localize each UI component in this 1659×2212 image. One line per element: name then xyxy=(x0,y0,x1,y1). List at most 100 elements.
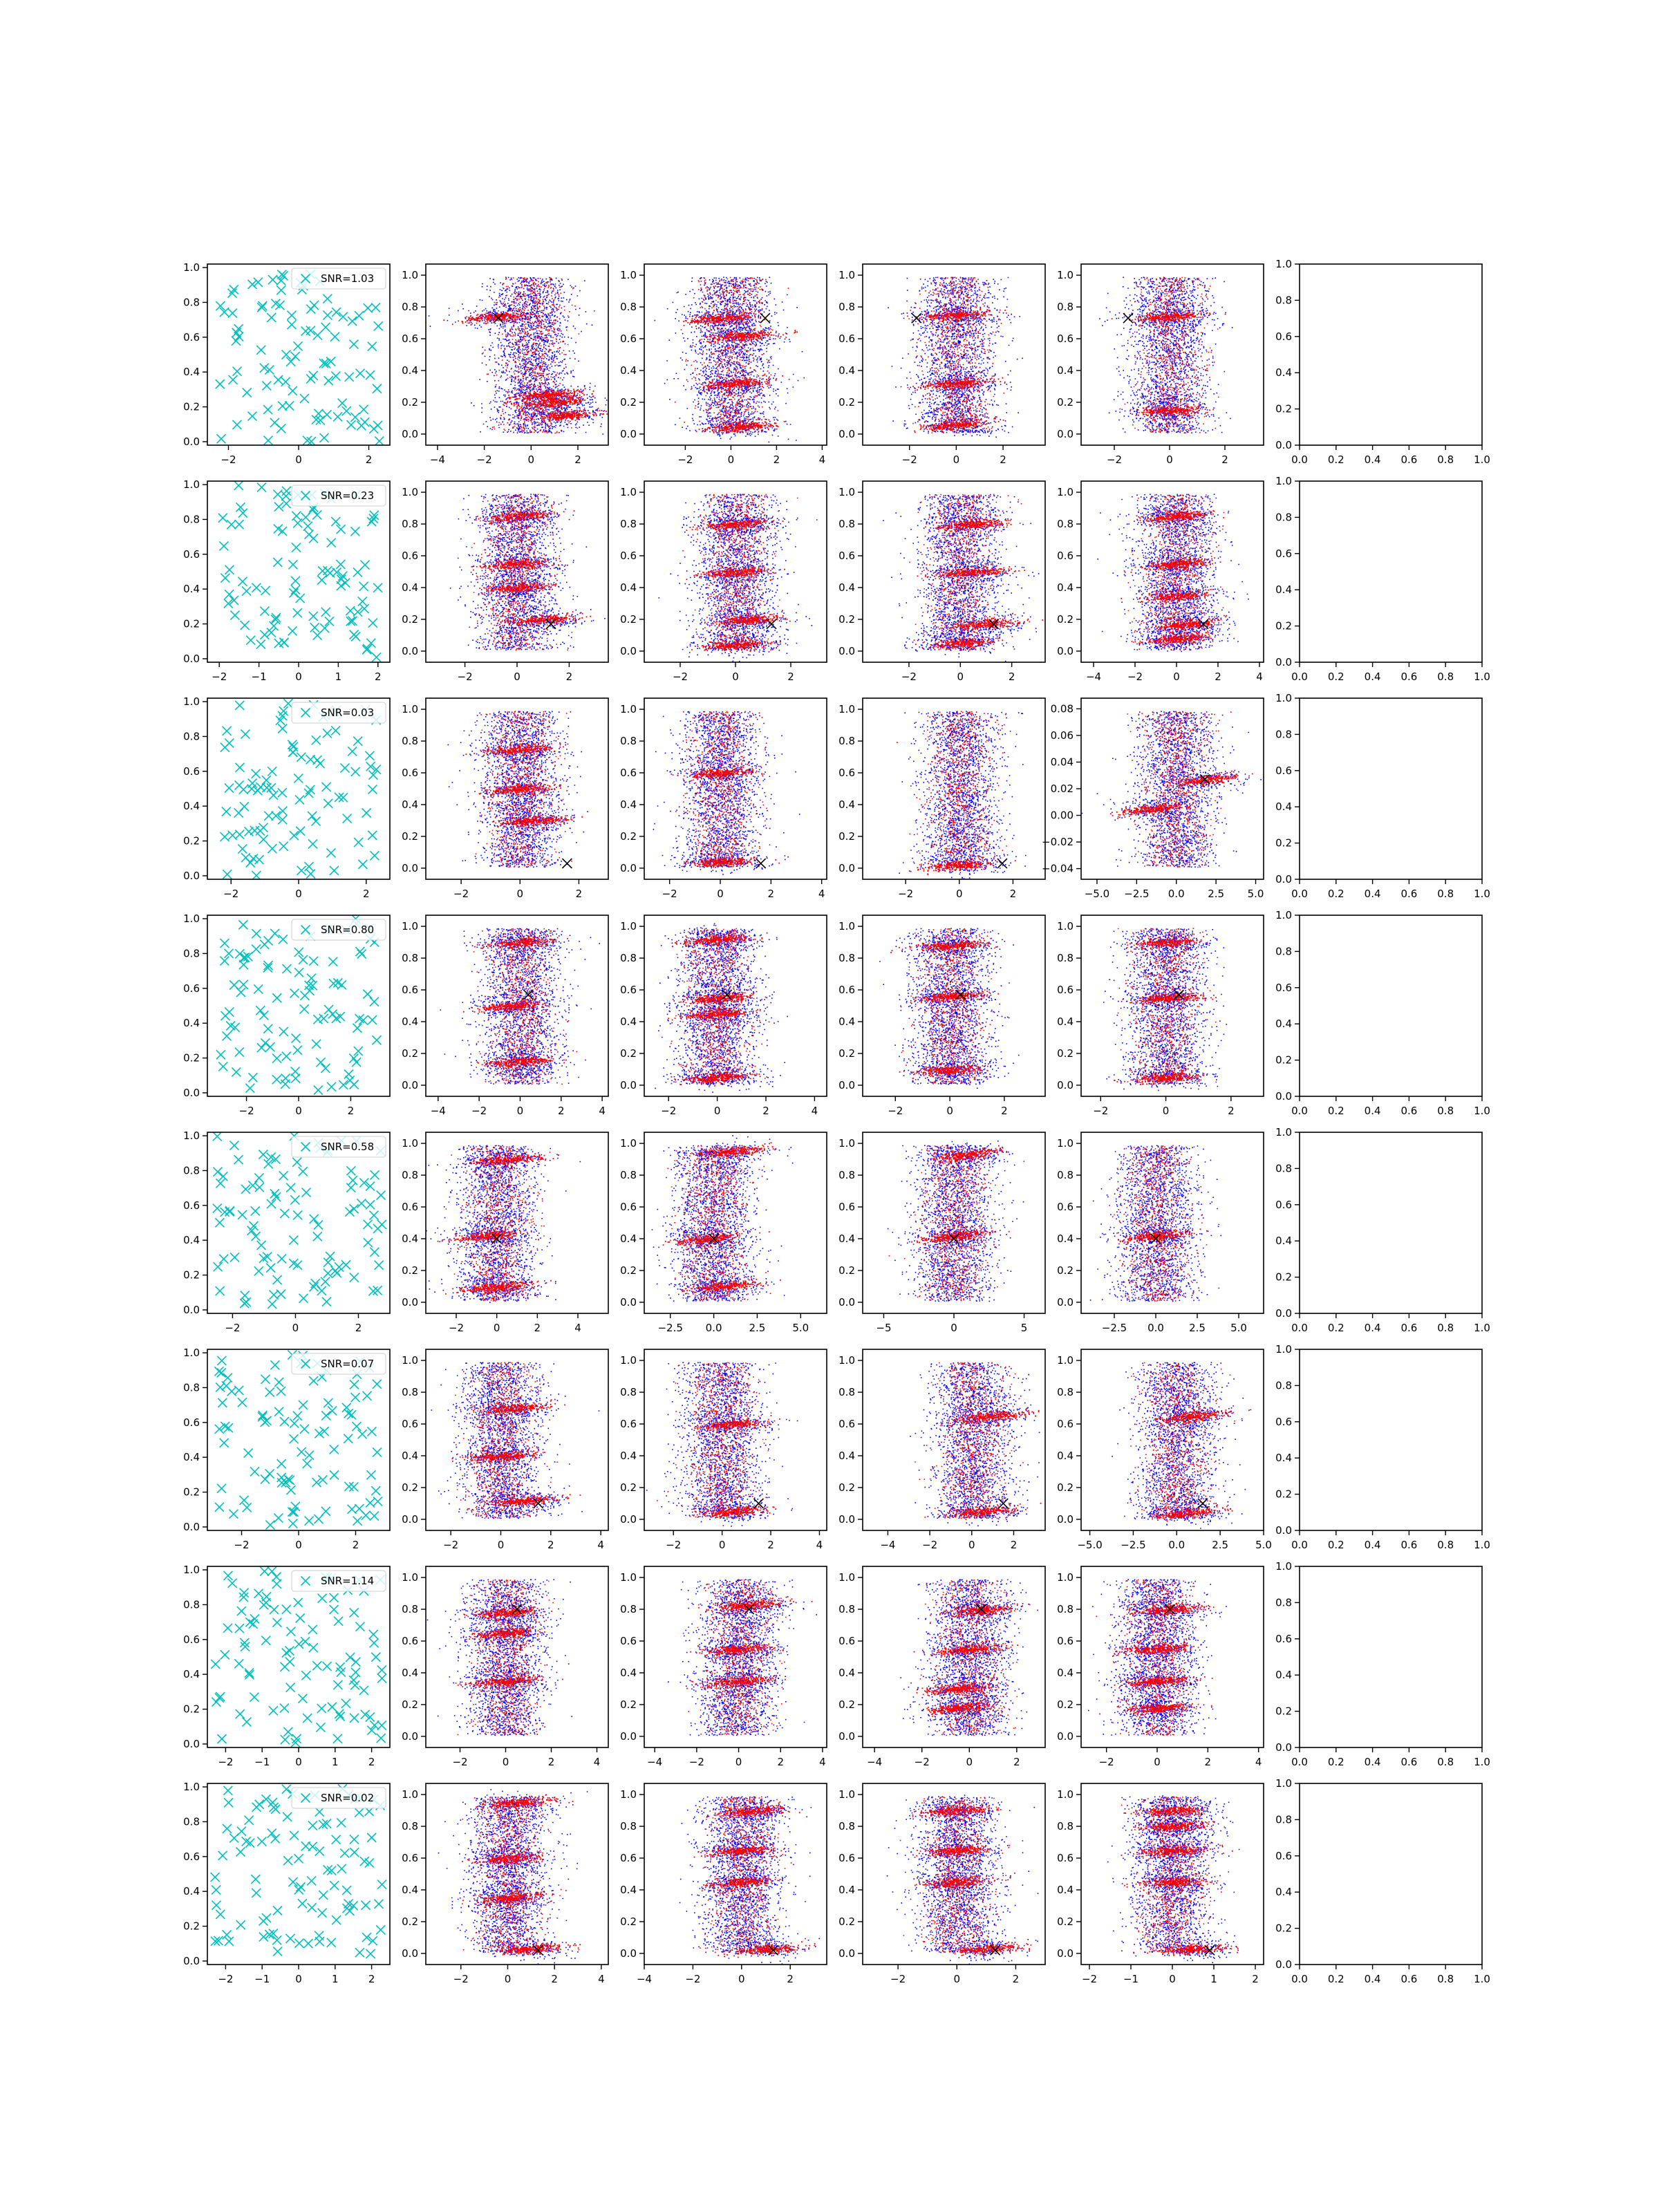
y-tick-label: 0.0 xyxy=(1275,1090,1292,1103)
x-marker xyxy=(336,1667,346,1678)
subplot-r1-c2: −2 0 2 0.0 0.2 0.4 0.6 0.8 1.0 xyxy=(620,480,827,683)
plot-area xyxy=(910,1362,1042,1527)
x-marker xyxy=(234,324,244,334)
series-blue-points xyxy=(910,1362,1040,1527)
x-marker xyxy=(306,304,316,315)
x-tick-label: 2 xyxy=(1011,1539,1018,1551)
y-tick-label: 0.8 xyxy=(1275,728,1292,740)
x-marker xyxy=(218,1061,228,1071)
subplot-r3-c2: −2 0 2 4 0.0 0.2 0.4 0.6 0.8 1.0 xyxy=(620,915,827,1117)
y-tick-label: 0.2 xyxy=(838,1047,855,1060)
y-tick-label: 0.4 xyxy=(1275,583,1292,596)
x-marker xyxy=(298,955,308,965)
y-tick-label: 0.8 xyxy=(1057,1386,1074,1398)
x-tick-label: −2 xyxy=(888,1105,903,1117)
y-tick-label: 0.2 xyxy=(838,830,855,843)
x-marker xyxy=(283,1855,293,1866)
x-marker xyxy=(276,1459,287,1469)
subplot-r2-c4: −5.0 −2.5 0.0 2.5 5.0 −0.04 −0.02 0.00 0.02 0.04 0… xyxy=(1042,697,1264,900)
x-marker xyxy=(346,616,356,626)
axes-frame xyxy=(862,1349,1046,1531)
y-tick-label: 0.04 xyxy=(1051,756,1074,768)
x-marker xyxy=(221,1031,232,1041)
series-red-points xyxy=(913,1579,1031,1736)
y-tick-label: 0.0 xyxy=(1275,439,1292,451)
series-red-points xyxy=(443,277,608,434)
x-tick-label: −1 xyxy=(254,1756,270,1768)
x-marker xyxy=(219,938,230,948)
y-tick-label: 0.0 xyxy=(838,1079,855,1091)
x-marker xyxy=(308,1376,319,1386)
series-blue-points xyxy=(646,1362,798,1527)
x-tick-label: −2 xyxy=(677,453,693,466)
x-tick-label: −2 xyxy=(458,671,473,683)
y-tick-label: 0.06 xyxy=(1051,729,1074,742)
y-tick-label: 1.0 xyxy=(620,920,637,932)
x-marker xyxy=(377,1219,387,1230)
y-tick-label: 0.2 xyxy=(1275,1488,1292,1501)
x-marker xyxy=(322,1864,333,1875)
x-marker xyxy=(278,1170,289,1181)
y-tick-label: 0.4 xyxy=(620,1232,637,1245)
x-marker xyxy=(216,1367,227,1378)
x-tick-label: 2 xyxy=(366,453,373,466)
x-marker xyxy=(320,1277,330,1287)
x-tick-label: 0.8 xyxy=(1437,1105,1454,1117)
x-marker xyxy=(244,1815,254,1826)
y-tick-label: 0.4 xyxy=(838,798,855,811)
subplot-r0-c1: −4 −2 0 2 0.0 0.2 0.4 0.6 0.8 1.0 xyxy=(402,263,609,466)
x-marker xyxy=(212,1167,223,1177)
x-tick-label: 0 xyxy=(717,888,724,900)
x-marker xyxy=(312,1231,323,1241)
x-marker xyxy=(272,1946,283,1957)
x-tick-label: 0.0 xyxy=(1168,888,1185,900)
x-marker xyxy=(277,787,288,798)
series-red-points xyxy=(437,1145,559,1302)
subplot-r5-c2: −2 0 2 4 0.0 0.2 0.4 0.6 0.8 1.0 xyxy=(620,1349,827,1551)
plot-area xyxy=(447,711,588,869)
y-tick-label: 0.8 xyxy=(838,1169,855,1181)
x-marker xyxy=(373,321,384,331)
x-marker xyxy=(259,1600,269,1610)
y-tick-label: 0.2 xyxy=(402,1047,418,1060)
legend: SNR=0.58 xyxy=(291,1136,386,1158)
x-tick-label: 0 xyxy=(1163,1105,1170,1117)
x-tick-label: −2 xyxy=(225,1322,240,1334)
x-tick-label: 2 xyxy=(767,1539,774,1551)
x-tick-label: 0 xyxy=(295,1105,302,1117)
y-tick-label: 0.0 xyxy=(620,1513,637,1526)
x-marker xyxy=(237,1210,247,1220)
x-marker xyxy=(251,769,261,779)
x-marker xyxy=(279,1703,290,1714)
x-marker xyxy=(355,946,365,957)
x-tick-label: 1.0 xyxy=(1474,888,1490,900)
x-marker xyxy=(285,1485,296,1495)
x-tick-label: −2 xyxy=(212,671,227,683)
x-marker xyxy=(301,512,311,523)
axes-frame xyxy=(207,1783,391,1965)
x-marker xyxy=(288,742,299,752)
x-marker xyxy=(263,811,274,821)
x-marker xyxy=(336,574,346,585)
y-tick-label: −0.04 xyxy=(1042,863,1074,875)
y-tick-label: 0.0 xyxy=(402,862,418,874)
series-red-points xyxy=(1109,711,1253,868)
x-tick-label: 4 xyxy=(598,1973,605,1985)
x-marker xyxy=(319,1426,330,1436)
x-marker xyxy=(229,284,239,294)
x-marker xyxy=(332,1734,343,1744)
x-marker xyxy=(292,1045,303,1056)
subplot-r3-c4: −2 0 2 0.0 0.2 0.4 0.6 0.8 1.0 xyxy=(1057,915,1264,1117)
y-tick-label: 0.6 xyxy=(183,1850,200,1863)
series-red-points xyxy=(675,276,798,433)
x-marker xyxy=(292,1411,303,1421)
x-marker xyxy=(303,861,315,872)
legend: SNR=1.14 xyxy=(291,1570,386,1592)
subplot-r2-c3: −2 0 2 0.0 0.2 0.4 0.6 0.8 1.0 xyxy=(838,697,1046,900)
x-marker xyxy=(220,1207,230,1217)
x-marker xyxy=(258,823,269,833)
x-marker xyxy=(373,1496,383,1507)
x-marker xyxy=(234,780,245,791)
x-marker xyxy=(265,1263,276,1273)
plot-area xyxy=(879,928,1020,1089)
